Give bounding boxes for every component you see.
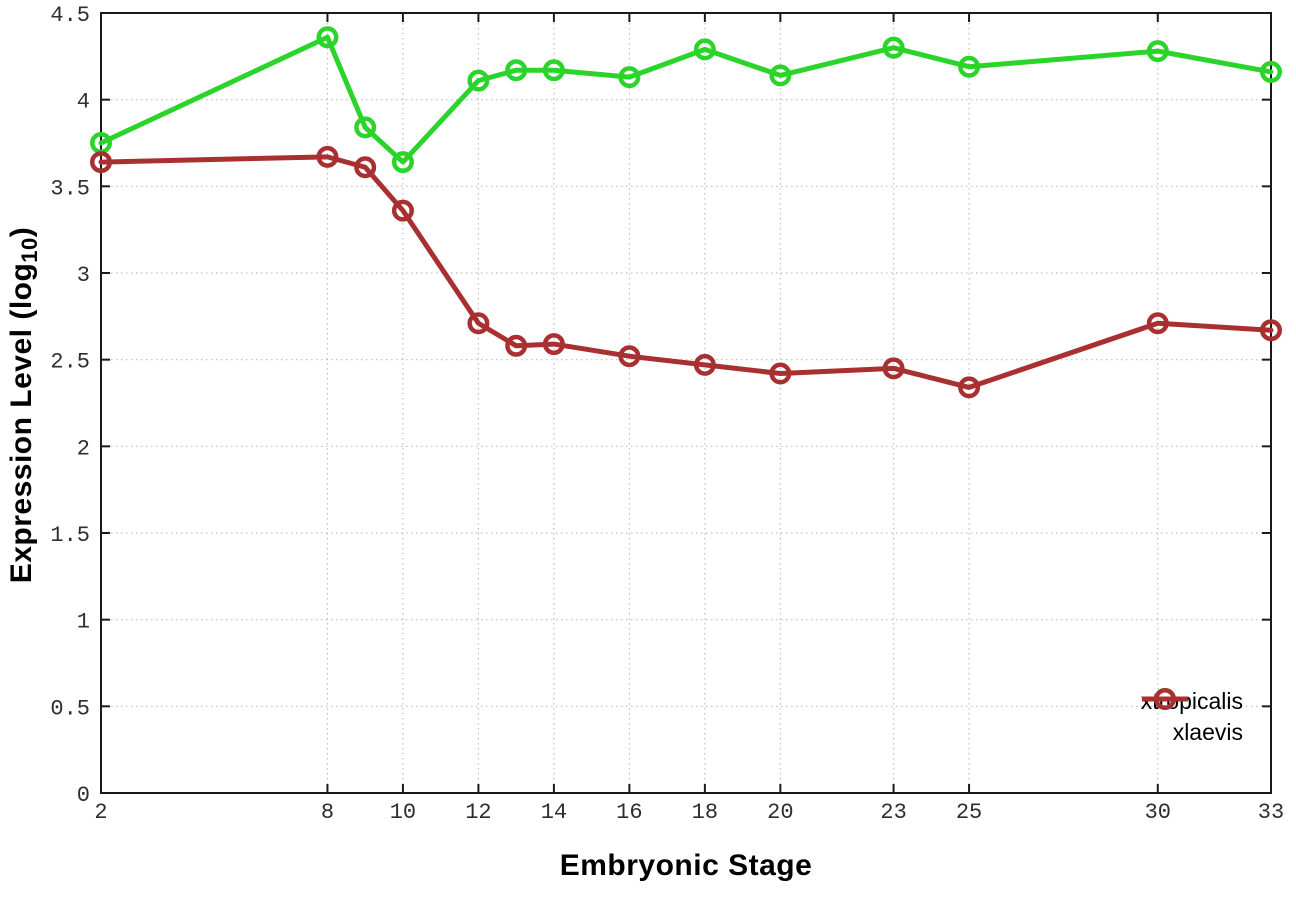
data-point-xtropicalis (316, 26, 339, 49)
data-point-xtropicalis (618, 66, 641, 89)
x-tick-label: 12 (465, 800, 491, 825)
data-point-xtropicalis (769, 64, 792, 87)
data-point-xlaevis (958, 376, 981, 399)
x-tick-label: 8 (321, 800, 334, 825)
x-tick-label: 10 (390, 800, 416, 825)
data-point-xlaevis (391, 199, 414, 222)
y-tick-label: 2.5 (50, 350, 90, 375)
x-tick-label: 16 (616, 800, 642, 825)
data-point-xtropicalis (467, 69, 490, 92)
y-tick-label: 4 (77, 90, 90, 115)
y-tick-label: 2 (77, 436, 90, 461)
y-axis-title: Expression Level (log10) (5, 227, 43, 584)
y-tick-label: 4.5 (50, 3, 90, 28)
x-tick-label: 2 (94, 800, 107, 825)
x-tick-label: 25 (956, 800, 982, 825)
legend: xtropicalis xlaevis (1141, 686, 1254, 748)
x-axis-title: Embryonic Stage (559, 849, 813, 882)
legend-label-xlaevis: xlaevis (1172, 719, 1243, 745)
data-point-xlaevis (693, 353, 716, 376)
x-tick-label: 30 (1145, 800, 1171, 825)
x-tick-label: 18 (692, 800, 718, 825)
data-point-xlaevis (882, 357, 905, 380)
x-tick-label: 33 (1258, 800, 1284, 825)
x-tick-label: 23 (880, 800, 906, 825)
y-axis-title-subscript: 10 (17, 237, 42, 263)
legend-sample-circle (1153, 688, 1176, 710)
y-tick-label: 1.5 (50, 523, 90, 548)
data-point-xtropicalis (505, 59, 528, 82)
data-point-xlaevis (505, 334, 528, 357)
data-point-xlaevis (467, 312, 490, 335)
legend-item-xlaevis: xlaevis (1141, 688, 1254, 748)
y-axis-title-suffix: ) (5, 226, 38, 238)
data-point-xtropicalis (693, 38, 716, 61)
y-tick-label: 0 (77, 783, 90, 808)
legend-marker-xlaevis (1141, 688, 1188, 710)
data-point-xlaevis (542, 333, 565, 356)
data-point-xlaevis (1146, 312, 1169, 335)
data-point-xtropicalis (1260, 60, 1282, 83)
data-point-xtropicalis (882, 36, 905, 59)
y-axis-title-text: Expression Level (log (5, 262, 38, 584)
data-point-xtropicalis (354, 116, 377, 139)
data-point-xlaevis (316, 145, 339, 168)
data-point-xtropicalis (391, 151, 414, 174)
data-point-xlaevis (90, 151, 112, 174)
x-tick-label: 14 (541, 800, 567, 825)
series-line-xlaevis (98, 154, 1274, 390)
data-point-xlaevis (1260, 319, 1282, 342)
x-tick-label: 20 (767, 800, 793, 825)
data-point-xtropicalis (542, 59, 565, 82)
plot-border (100, 12, 1272, 794)
y-tick-label: 3.5 (50, 176, 90, 201)
y-tick-label: 0.5 (50, 696, 90, 721)
data-point-xlaevis (618, 345, 641, 368)
data-point-xlaevis (354, 156, 377, 179)
data-point-xlaevis (769, 362, 792, 385)
y-tick-label: 3 (77, 263, 90, 288)
y-tick-label: 1 (77, 610, 90, 635)
data-point-xtropicalis (958, 55, 981, 78)
data-point-xtropicalis (1146, 40, 1169, 63)
